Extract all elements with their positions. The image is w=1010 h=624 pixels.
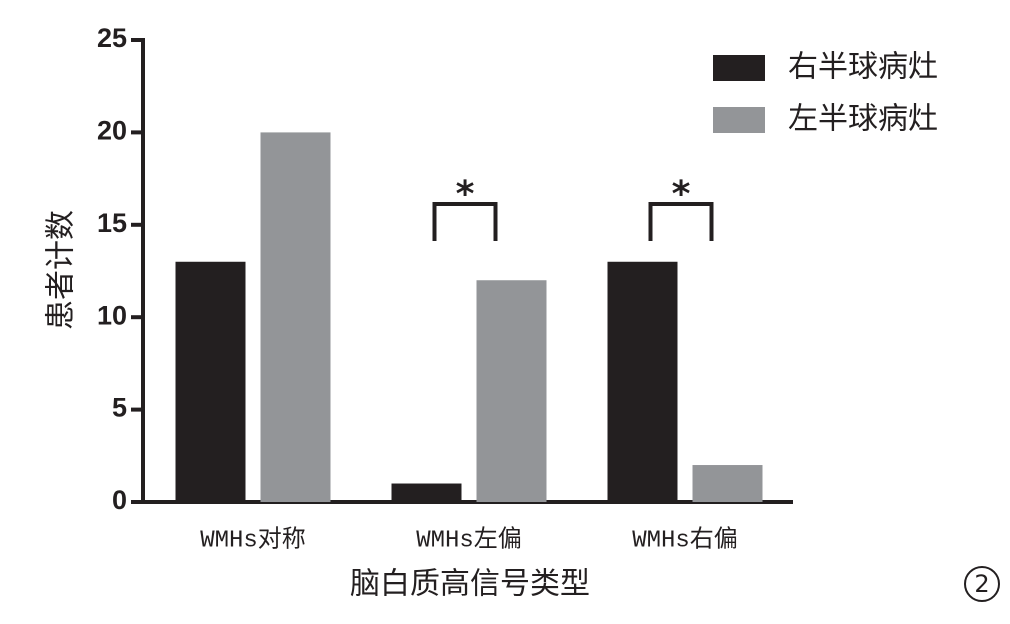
figure-label: 2 (974, 570, 989, 598)
bar (391, 483, 462, 502)
x-axis-label: 脑白质高信号类型 (350, 567, 590, 602)
bar (692, 465, 763, 502)
bar (476, 280, 547, 502)
bar (175, 261, 246, 502)
x-tick-label: WMHs对称 (200, 525, 306, 554)
significance-bracket (648, 202, 714, 241)
x-tick-label: WMHs右偏 (632, 525, 738, 554)
legend-label: 左半球病灶 (788, 102, 938, 137)
y-tick-label: 25 (97, 23, 127, 53)
y-axis-label: 患者计数 (44, 210, 79, 330)
significance-bracket (432, 202, 498, 241)
y-tick-label: 10 (97, 300, 127, 330)
legend-swatch (713, 107, 765, 133)
significance-mark: * (672, 174, 691, 215)
figure-label-circle (964, 566, 1000, 602)
legend-swatch (713, 55, 765, 81)
y-tick-label: 15 (97, 208, 127, 238)
significance-mark: * (456, 174, 475, 215)
y-tick-label: 5 (112, 393, 127, 423)
y-tick-label: 20 (97, 116, 127, 146)
bar (607, 261, 678, 502)
bar (260, 132, 331, 502)
y-tick-label: 0 (112, 485, 127, 515)
x-tick-label: WMHs左偏 (416, 525, 522, 554)
legend-label: 右半球病灶 (788, 50, 938, 85)
